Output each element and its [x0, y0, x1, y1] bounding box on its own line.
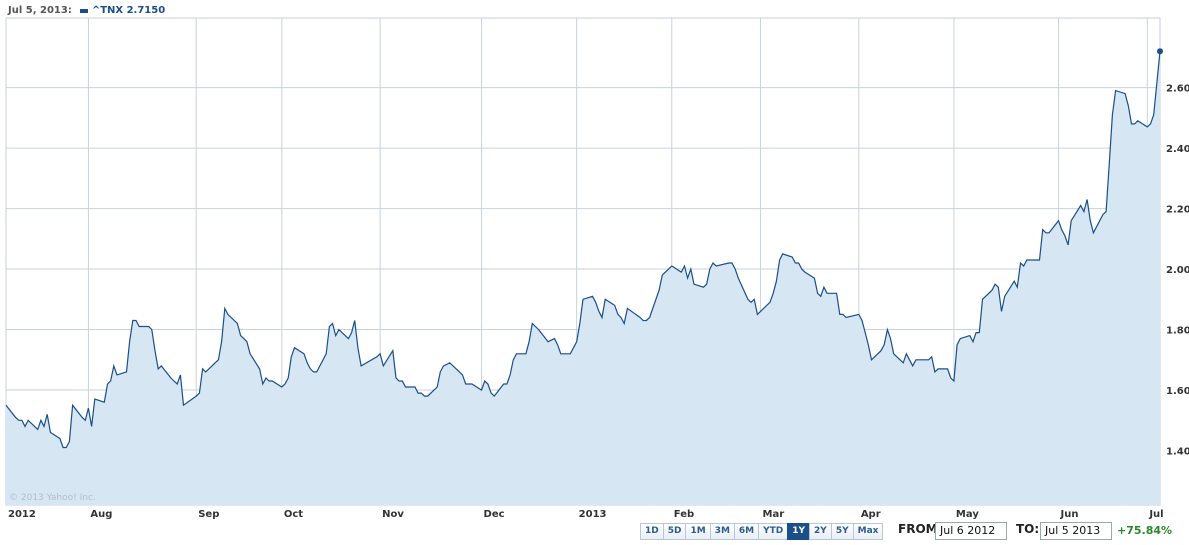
- range-button-5y[interactable]: 5Y: [830, 523, 853, 540]
- y-axis-labels: 1.40 1.60 1.80 2.00 2.20 2.40 2.60: [1166, 84, 1189, 458]
- range-button-1d[interactable]: 1D: [640, 523, 663, 540]
- x-tick-label: Jul: [1148, 509, 1163, 520]
- x-tick-label: May: [956, 509, 979, 520]
- y-tick-label: 2.20: [1166, 205, 1189, 216]
- x-tick-label: Aug: [90, 509, 112, 520]
- percent-change: +75.84%: [1117, 524, 1173, 537]
- range-button-3m[interactable]: 3M: [709, 523, 734, 540]
- from-date-input[interactable]: Jul 6 2012: [935, 522, 1007, 540]
- legend-swatch: [79, 8, 88, 13]
- y-tick-label: 2.00: [1166, 265, 1189, 276]
- x-axis-labels: 2012 Aug Sep Oct Nov Dec 2013 Feb Mar Apr May Jun Ju…: [8, 509, 1164, 520]
- last-value-marker: [1157, 48, 1163, 55]
- range-button-2y[interactable]: 2Y: [809, 523, 831, 540]
- from-label: FROM:: [898, 522, 943, 536]
- range-button-1y[interactable]: 1Y: [787, 523, 810, 540]
- x-tick-label: Feb: [674, 509, 694, 520]
- copyright-watermark: © 2013 Yahoo! Inc.: [9, 493, 96, 503]
- legend-date: Jul 5, 2013:: [8, 5, 72, 16]
- to-label: TO:: [1016, 522, 1040, 536]
- x-tick-label: Nov: [382, 509, 404, 520]
- y-tick-label: 1.40: [1166, 447, 1189, 458]
- y-tick-label: 1.80: [1166, 326, 1189, 337]
- range-button-max[interactable]: Max: [852, 523, 884, 540]
- to-date-input[interactable]: Jul 5 2013: [1040, 522, 1112, 540]
- price-chart: 2012 Aug Sep Oct Nov Dec 2013 Feb Mar Apr May Jun Ju…: [5, 17, 1189, 520]
- x-tick-label: Sep: [198, 509, 219, 520]
- range-button-5d[interactable]: 5D: [662, 523, 686, 540]
- series-area-tnx: [6, 51, 1160, 506]
- x-tick-label: Oct: [284, 509, 303, 520]
- chart-legend: Jul 5, 2013: ^TNX 2.7150: [8, 5, 165, 16]
- range-selector: 1D 5D 1M 3M 6M YTD 1Y 2Y 5Y Max: [640, 523, 884, 540]
- x-tick-label: 2012: [8, 509, 36, 520]
- range-button-ytd[interactable]: YTD: [758, 523, 788, 540]
- series-line-tnx: [5, 51, 1161, 449]
- x-tick-label: Mar: [763, 509, 785, 520]
- y-tick-label: 2.40: [1166, 144, 1189, 155]
- x-tick-label: Apr: [861, 509, 881, 520]
- range-button-1m[interactable]: 1M: [685, 523, 710, 540]
- x-tick-label: Dec: [484, 509, 505, 520]
- range-button-6m[interactable]: 6M: [733, 523, 759, 540]
- legend-series-value: ^TNX 2.7150: [91, 5, 166, 16]
- x-tick-label: 2013: [579, 509, 607, 520]
- y-tick-label: 1.60: [1166, 386, 1189, 397]
- x-tick-label: Jun: [1060, 509, 1079, 520]
- y-tick-label: 2.60: [1166, 84, 1189, 95]
